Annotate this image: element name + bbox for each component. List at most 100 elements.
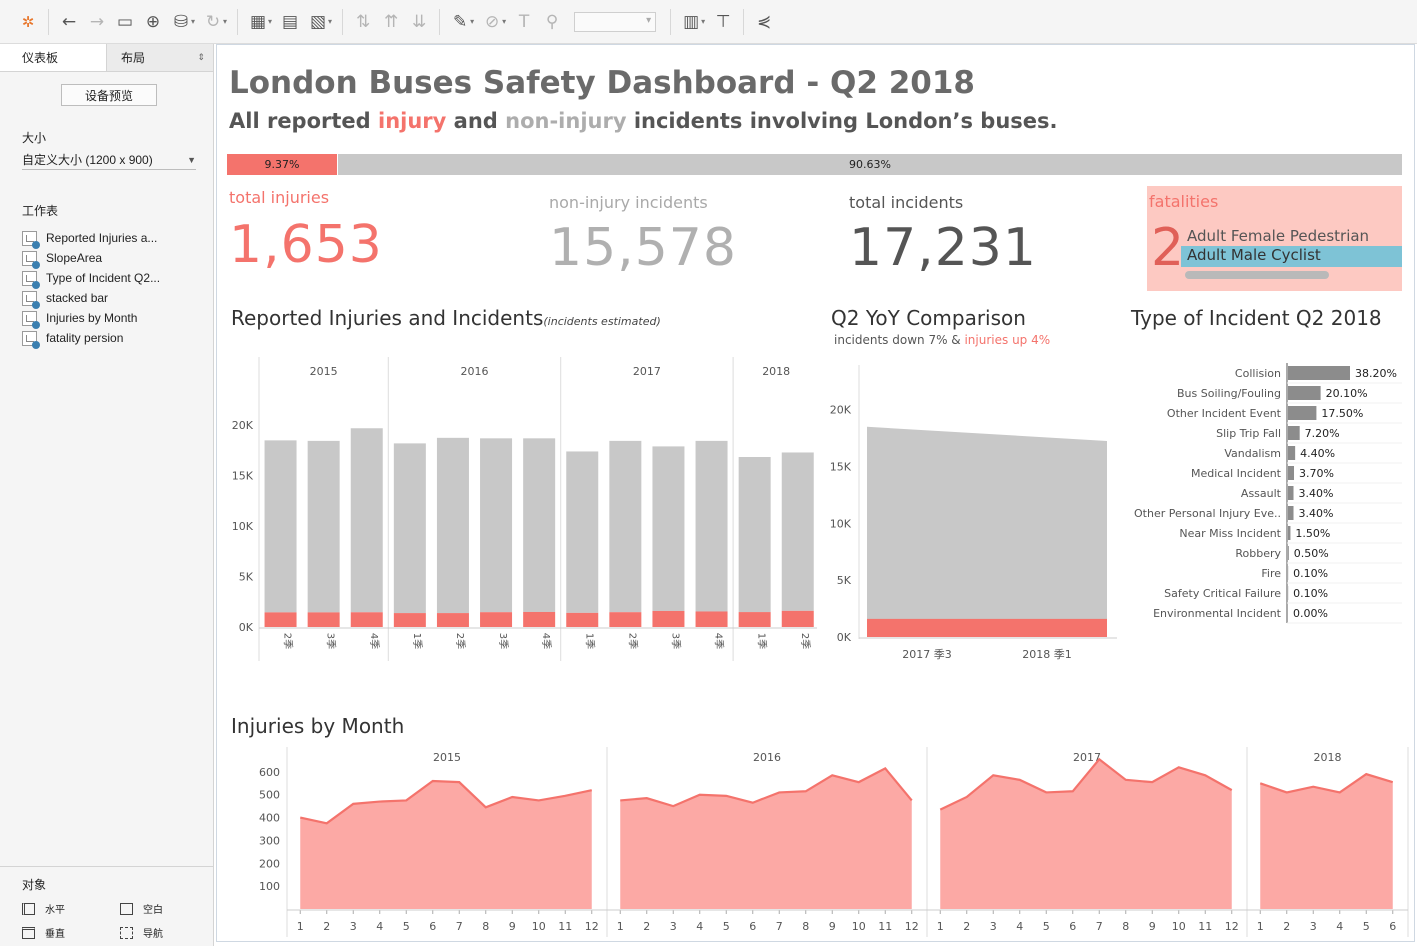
size-heading: 大小 bbox=[22, 131, 47, 145]
toolbar-separator bbox=[439, 8, 441, 35]
duplicate-sheet-icon[interactable]: ▤ bbox=[282, 11, 299, 32]
type-bar bbox=[1288, 546, 1289, 560]
incident-type-chart[interactable]: Collision 38.20% Bus Soiling/Fouling 20.10%… bbox=[1117, 355, 1412, 635]
refresh-icon[interactable]: ↻ bbox=[205, 11, 221, 32]
redo-icon[interactable]: → bbox=[89, 11, 105, 32]
month-label: 7 bbox=[456, 920, 463, 933]
undo-icon[interactable]: ← bbox=[61, 11, 77, 32]
quarter-label: 3季 bbox=[325, 633, 337, 649]
category-label: Safety Critical Failure bbox=[1164, 587, 1281, 600]
tab-layout[interactable]: 布局 ⇕ bbox=[106, 44, 213, 71]
fatality-person-item[interactable]: Adult Female Pedestrian bbox=[1187, 227, 1370, 245]
quarter-label: 4季 bbox=[540, 633, 552, 649]
x-tick-label: 2018 季1 bbox=[1022, 648, 1072, 661]
chevron-down-icon[interactable]: ▾ bbox=[470, 17, 475, 26]
worksheet-icon bbox=[22, 250, 40, 269]
worksheet-icon bbox=[22, 310, 40, 329]
chevron-down-icon[interactable]: ▾ bbox=[191, 17, 196, 26]
month-label: 12 bbox=[1225, 920, 1239, 933]
worksheet-item[interactable]: fatality persion bbox=[22, 328, 124, 349]
share-icon[interactable]: ⋞ bbox=[756, 11, 772, 32]
area-injuries bbox=[940, 759, 1232, 909]
device-preview-button[interactable]: 设备预览 bbox=[61, 84, 157, 106]
month-label: 10 bbox=[1172, 920, 1186, 933]
category-label: Other Personal Injury Eve.. bbox=[1134, 507, 1281, 520]
value-label: 0.00% bbox=[1293, 607, 1328, 620]
object-label: 导航 bbox=[143, 929, 163, 940]
pin-axes-icon[interactable]: ⚲ bbox=[545, 11, 559, 32]
sort-descending-icon[interactable]: ⇊ bbox=[411, 11, 427, 32]
worksheet-label: fatality persion bbox=[46, 331, 124, 345]
quarter-label: 2季 bbox=[626, 633, 638, 649]
fit-select[interactable] bbox=[574, 11, 657, 32]
month-label: 10 bbox=[852, 920, 866, 933]
fatality-person-item-selected[interactable]: Adult Male Cyclist bbox=[1181, 246, 1402, 267]
bar-injuries bbox=[609, 612, 642, 627]
save-icon[interactable]: ▭ bbox=[116, 11, 134, 32]
bar-incidents bbox=[652, 446, 685, 611]
tableau-logo-icon[interactable]: ✲ bbox=[21, 12, 35, 31]
year-header: 2016 bbox=[461, 365, 489, 378]
worksheet-item[interactable]: SlopeArea bbox=[22, 248, 102, 269]
group-members-icon[interactable]: ⊘ bbox=[484, 11, 500, 32]
bar-injuries bbox=[307, 612, 340, 627]
worksheet-item[interactable]: Injuries by Month bbox=[22, 308, 137, 329]
yoy-chart[interactable]: 0K 5K 10K 15K 20K 2017 季3 2018 季1 bbox=[817, 345, 1117, 665]
kpi-noninjury-label: non-injury incidents bbox=[549, 193, 708, 212]
tab-dashboard[interactable]: 仪表板 bbox=[0, 44, 106, 71]
chevron-down-icon[interactable]: ▾ bbox=[502, 17, 507, 26]
value-label: 17.50% bbox=[1321, 407, 1363, 420]
object-navigation[interactable]: 导航 bbox=[120, 925, 163, 940]
worksheets-heading: 工作表 bbox=[22, 204, 59, 218]
highlight-icon[interactable]: ✎ bbox=[452, 11, 468, 32]
area-injuries bbox=[1260, 774, 1393, 909]
worksheet-item[interactable]: Reported Injuries a... bbox=[22, 228, 158, 249]
sort-ascending-icon[interactable]: ⇈ bbox=[383, 11, 399, 32]
month-label: 3 bbox=[350, 920, 357, 933]
object-blank[interactable]: 空白 bbox=[120, 901, 163, 916]
value-label: 3.70% bbox=[1299, 467, 1334, 480]
new-worksheet-icon[interactable]: ▦ bbox=[250, 11, 267, 32]
show-me-icon[interactable]: ▥ bbox=[683, 11, 700, 32]
line-injuries bbox=[939, 757, 1233, 811]
blank-icon bbox=[120, 902, 133, 915]
month-label: 8 bbox=[482, 920, 489, 933]
object-vertical[interactable]: 垂直 bbox=[22, 925, 65, 940]
presentation-mode-icon[interactable]: ⊤ bbox=[715, 11, 731, 32]
dashboard-subtitle: All reported injury and non-injury incid… bbox=[229, 109, 1058, 133]
worksheet-label: Reported Injuries a... bbox=[46, 231, 158, 245]
type-bar bbox=[1288, 486, 1294, 500]
swap-rows-columns-icon[interactable]: ⇅ bbox=[355, 11, 371, 32]
size-select[interactable]: 自定义大小 (1200 x 900) ▼ bbox=[22, 150, 196, 170]
month-label: 3 bbox=[670, 920, 677, 933]
bar-injuries bbox=[738, 612, 771, 627]
worksheet-icon bbox=[22, 230, 40, 249]
worksheet-item[interactable]: Type of Incident Q2... bbox=[22, 268, 160, 289]
quarter-label: 4季 bbox=[368, 633, 380, 649]
y-tick-label: 5K bbox=[239, 571, 254, 584]
reported-chart[interactable]: 0K 5K 10K 15K 20K 2015 2季 3季 4季 2016 1季 2季 3季 4季 2017 1… bbox=[217, 345, 817, 665]
share-bar-noninjury[interactable]: 90.63% bbox=[338, 154, 1402, 175]
value-label: 20.10% bbox=[1326, 387, 1368, 400]
subtitle-text: and bbox=[446, 109, 506, 133]
pause-update-icon[interactable]: ⛁ bbox=[173, 11, 189, 32]
clear-sheet-icon[interactable]: ▧ bbox=[310, 11, 327, 32]
show-mark-labels-icon[interactable]: T bbox=[518, 11, 530, 32]
object-horizontal[interactable]: 水平 bbox=[22, 901, 65, 916]
month-label: 6 bbox=[429, 920, 436, 933]
chevron-down-icon[interactable]: ▾ bbox=[701, 17, 706, 26]
chevron-down-icon[interactable]: ▾ bbox=[223, 17, 228, 26]
new-datasource-icon[interactable]: ⊕ bbox=[145, 11, 161, 32]
chevron-down-icon[interactable]: ▾ bbox=[328, 17, 333, 26]
month-label: 1 bbox=[617, 920, 624, 933]
share-bar-injury[interactable]: 9.37% bbox=[227, 154, 337, 175]
sidebar-tabs: 仪表板 布局 ⇕ bbox=[0, 44, 213, 72]
worksheet-item[interactable]: stacked bar bbox=[22, 288, 108, 309]
chevron-down-icon[interactable]: ▾ bbox=[268, 17, 273, 26]
bar-incidents bbox=[695, 440, 728, 612]
list-scrollbar[interactable] bbox=[1185, 271, 1329, 279]
value-label: 38.20% bbox=[1355, 367, 1397, 380]
dashboard-sidebar: 仪表板 布局 ⇕ 设备预览 大小 自定义大小 (1200 x 900) ▼ 工作… bbox=[0, 44, 214, 946]
type-bar bbox=[1288, 426, 1300, 440]
